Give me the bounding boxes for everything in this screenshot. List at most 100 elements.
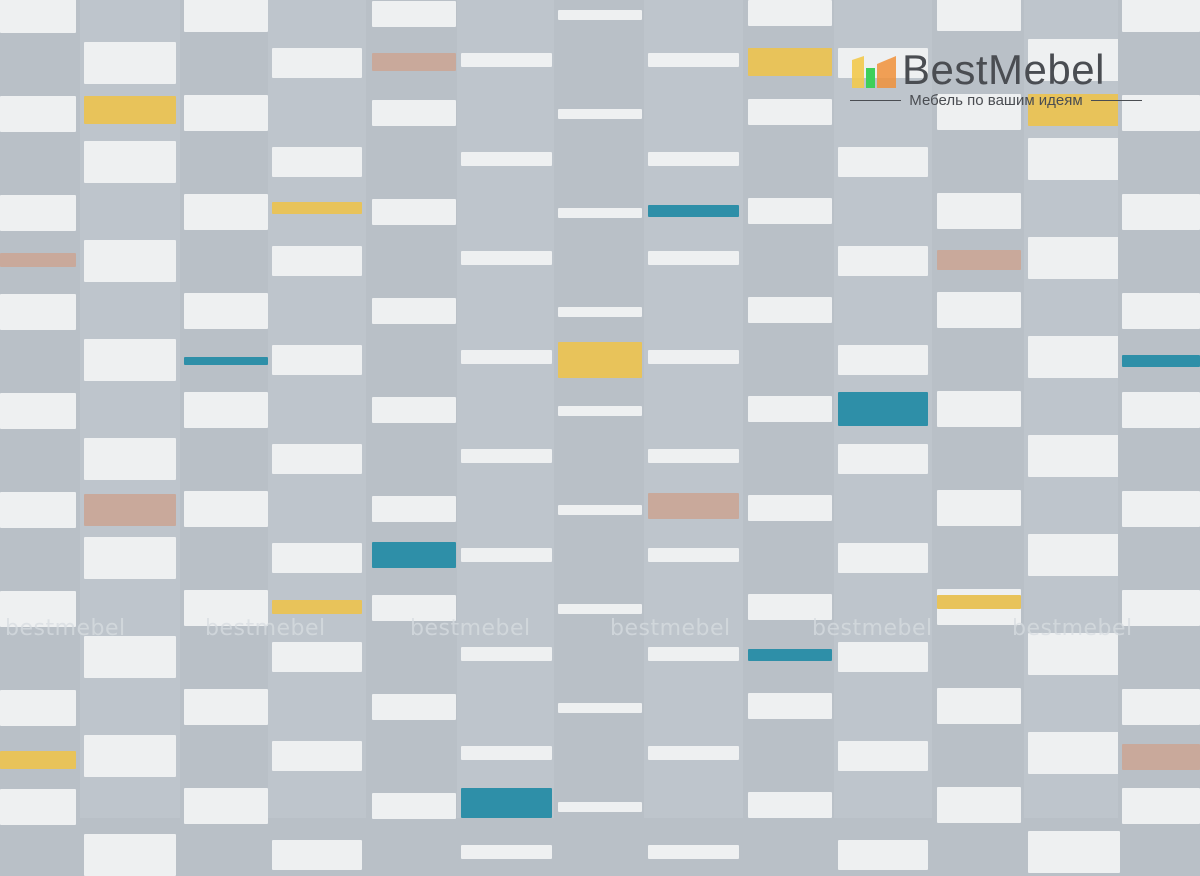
white-tile: [1122, 491, 1200, 527]
white-tile: [461, 746, 552, 760]
white-tile: [184, 788, 268, 824]
white-tile: [558, 307, 642, 317]
white-tile: [0, 393, 76, 429]
tagline-text: Мебель по вашим идеям: [909, 92, 1083, 109]
white-tile: [272, 345, 362, 375]
yellow-tile: [272, 600, 362, 614]
white-tile: [461, 845, 552, 859]
white-tile: [937, 391, 1021, 427]
white-tile: [184, 392, 268, 428]
white-tile: [184, 0, 268, 32]
white-tile: [937, 94, 1021, 130]
white-tile: [558, 208, 642, 218]
white-tile: [558, 802, 642, 812]
yellow-tile: [937, 595, 1021, 609]
white-tile: [937, 787, 1021, 823]
white-tile: [272, 543, 362, 573]
white-tile: [1028, 732, 1120, 774]
white-tile: [838, 345, 928, 375]
white-tile: [0, 0, 76, 33]
brand-name: BestMebel: [902, 46, 1105, 93]
pink-tile: [937, 250, 1021, 270]
white-tile: [838, 543, 928, 573]
white-tile: [748, 99, 832, 125]
white-tile: [748, 396, 832, 422]
brand-logo: BestMebel Мебель по вашим идеям: [850, 46, 1150, 118]
white-tile: [272, 642, 362, 672]
white-tile: [1122, 392, 1200, 428]
pink-tile: [1122, 744, 1200, 770]
white-tile: [1122, 689, 1200, 725]
yellow-tile: [558, 342, 642, 378]
white-tile: [372, 793, 456, 819]
white-tile: [748, 792, 832, 818]
rug-band: [268, 0, 366, 818]
rug-band: [457, 0, 556, 818]
white-tile: [84, 636, 176, 678]
white-tile: [372, 199, 456, 225]
white-tile: [84, 438, 176, 480]
white-tile: [184, 95, 268, 131]
white-tile: [1122, 590, 1200, 626]
white-tile: [748, 693, 832, 719]
white-tile: [748, 594, 832, 620]
yellow-tile: [0, 751, 76, 769]
white-tile: [84, 141, 176, 183]
teal-tile: [184, 357, 268, 365]
teal-tile: [748, 649, 832, 661]
white-tile: [648, 746, 739, 760]
white-tile: [937, 490, 1021, 526]
white-tile: [461, 647, 552, 661]
white-tile: [1122, 0, 1200, 32]
white-tile: [748, 495, 832, 521]
white-tile: [838, 741, 928, 771]
white-tile: [372, 397, 456, 423]
white-tile: [558, 406, 642, 416]
white-tile: [372, 595, 456, 621]
white-tile: [748, 297, 832, 323]
white-tile: [1122, 194, 1200, 230]
watermark-text: bestmebel: [410, 616, 531, 641]
divider: [1090, 100, 1143, 101]
white-tile: [937, 193, 1021, 229]
pink-tile: [84, 494, 176, 526]
white-tile: [648, 548, 739, 562]
white-tile: [1028, 633, 1120, 675]
white-tile: [0, 492, 76, 528]
teal-tile: [1122, 355, 1200, 367]
white-tile: [272, 147, 362, 177]
white-tile: [838, 147, 928, 177]
white-tile: [0, 195, 76, 231]
white-tile: [558, 505, 642, 515]
white-tile: [1028, 138, 1120, 180]
white-tile: [838, 642, 928, 672]
white-tile: [84, 42, 176, 84]
white-tile: [1028, 435, 1120, 477]
teal-tile: [838, 392, 928, 426]
white-tile: [0, 294, 76, 330]
white-tile: [84, 240, 176, 282]
white-tile: [272, 741, 362, 771]
white-tile: [461, 548, 552, 562]
yellow-tile: [1028, 94, 1120, 126]
teal-tile: [648, 205, 739, 217]
white-tile: [648, 251, 739, 265]
bar-chart-logo-icon: [852, 56, 896, 88]
white-tile: [461, 152, 552, 166]
white-tile: [648, 449, 739, 463]
white-tile: [372, 496, 456, 522]
white-tile: [0, 690, 76, 726]
white-tile: [648, 845, 739, 859]
brand-tagline: Мебель по вашим идеям: [850, 92, 1143, 109]
yellow-tile: [272, 202, 362, 214]
white-tile: [1028, 39, 1120, 81]
divider: [850, 100, 902, 101]
pink-tile: [372, 53, 456, 71]
white-tile: [838, 246, 928, 276]
watermark-text: bestmebel: [5, 616, 126, 641]
white-tile: [272, 840, 362, 870]
white-tile: [84, 537, 176, 579]
white-tile: [1028, 831, 1120, 873]
white-tile: [558, 109, 642, 119]
white-tile: [0, 96, 76, 132]
